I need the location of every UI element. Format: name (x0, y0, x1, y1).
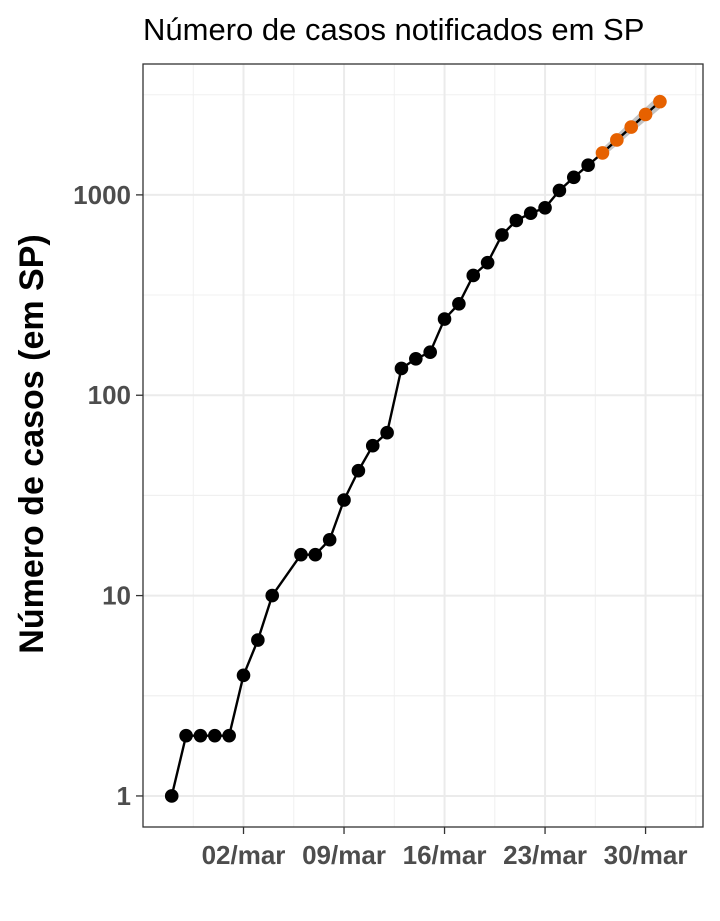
data-point (495, 228, 509, 242)
data-point (164, 789, 179, 803)
grid-minor (143, 64, 703, 827)
y-axis-ticks: 1 10 100 1000 (73, 180, 143, 811)
data-point (423, 345, 437, 359)
y-tick-label: 100 (88, 380, 131, 410)
data-point (610, 133, 624, 147)
data-point (480, 255, 495, 270)
data-point (509, 213, 524, 228)
data-point (437, 312, 452, 326)
data-point (265, 588, 280, 603)
data-point (552, 183, 567, 198)
data-point (452, 297, 466, 311)
data-point (581, 158, 595, 173)
data-point (294, 547, 308, 562)
x-tick-label: 30/mar (604, 840, 688, 870)
data-point (222, 728, 236, 743)
x-tick-label: 09/mar (302, 840, 386, 870)
data-point (595, 146, 610, 160)
x-tick-label: 23/mar (503, 840, 587, 870)
data-point (466, 268, 481, 283)
data-point (538, 201, 552, 215)
data-point (308, 547, 323, 562)
plot-background (143, 64, 703, 827)
data-point (638, 107, 653, 122)
data-point (179, 728, 193, 743)
chart-title: Número de casos notificados em SP (143, 12, 644, 47)
y-axis-label: Número de casos (em SP) (13, 234, 51, 653)
data-point (624, 120, 639, 134)
data-point (365, 438, 380, 453)
series-points (164, 94, 667, 803)
data-point (337, 493, 351, 507)
data-point (251, 633, 265, 647)
y-tick-label: 10 (102, 581, 131, 611)
data-point (236, 668, 251, 683)
data-point (523, 206, 538, 221)
data-point (566, 170, 581, 185)
x-tick-label: 16/mar (403, 840, 487, 870)
data-point (380, 425, 394, 440)
data-point (193, 728, 208, 743)
data-point (322, 532, 337, 547)
x-axis-ticks: 02/mar 09/mar 16/mar 23/mar 30/mar (202, 827, 688, 870)
grid-major (143, 64, 703, 827)
data-point (394, 361, 409, 376)
data-point (409, 352, 423, 366)
y-tick-label: 1000 (73, 180, 131, 210)
x-tick-label: 02/mar (202, 840, 286, 870)
y-tick-label: 1 (117, 781, 131, 811)
plot-border (142, 63, 704, 828)
data-point (207, 728, 222, 743)
data-point (653, 94, 667, 109)
data-point (351, 463, 366, 478)
